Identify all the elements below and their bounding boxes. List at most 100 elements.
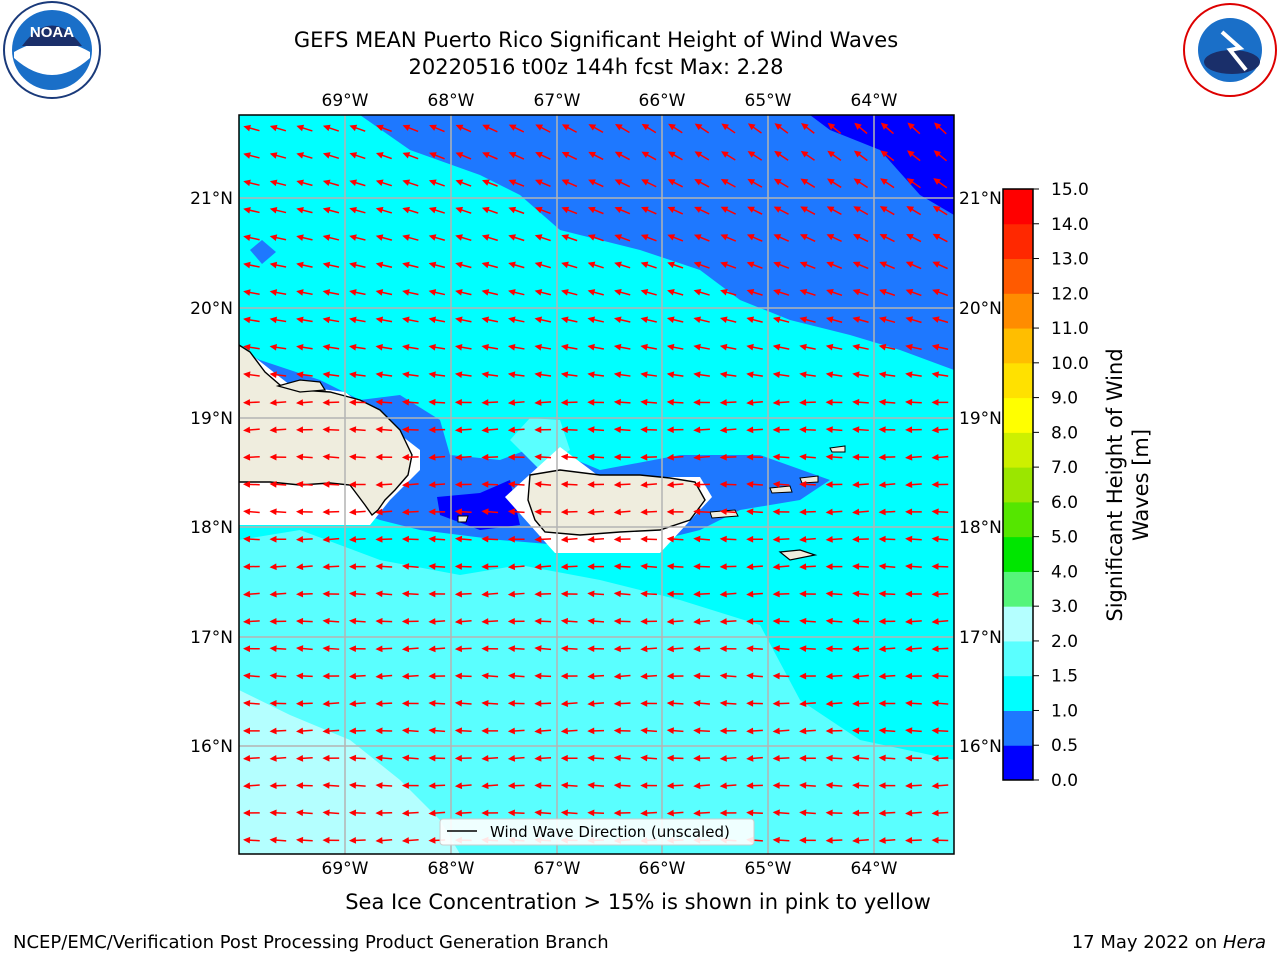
wave-arrow-head bbox=[587, 754, 595, 762]
wave-arrow-head bbox=[428, 481, 436, 489]
colorbar-segment bbox=[1003, 362, 1033, 399]
wave-arrow-head bbox=[349, 179, 358, 186]
wave-arrow-head bbox=[349, 316, 357, 324]
wave-arrow-head bbox=[827, 122, 836, 130]
wave-arrow-head bbox=[905, 618, 913, 625]
wave-arrow-head bbox=[614, 206, 623, 214]
wave-arrow-head bbox=[852, 617, 860, 625]
wave-arrow-head bbox=[348, 700, 357, 707]
wave-arrow-head bbox=[455, 261, 463, 269]
lat-label: 17°N bbox=[190, 628, 233, 648]
wave-arrow-head bbox=[322, 261, 331, 269]
wave-arrow-head bbox=[243, 481, 251, 488]
wave-arrow-head bbox=[587, 727, 595, 735]
wave-arrow-head bbox=[825, 536, 833, 543]
wave-arrow-head bbox=[800, 178, 809, 186]
wave-arrow-head bbox=[375, 645, 383, 653]
wave-arrow-head bbox=[906, 206, 915, 213]
wave-arrow-head bbox=[401, 809, 410, 817]
wave-arrow-head bbox=[481, 809, 489, 817]
wave-arrow-head bbox=[878, 618, 886, 625]
wave-arrow-head bbox=[772, 809, 780, 817]
wave-arrow-head bbox=[535, 179, 543, 186]
wave-arrow-head bbox=[401, 727, 410, 735]
wave-arrow-head bbox=[613, 782, 621, 789]
wave-arrow-head bbox=[296, 124, 305, 132]
wave-arrow-head bbox=[375, 727, 383, 735]
wave-arrow-head bbox=[666, 699, 674, 707]
wave-arrow-head bbox=[428, 563, 436, 570]
wave-arrow-head bbox=[614, 179, 623, 186]
wave-arrow-head bbox=[772, 399, 780, 406]
lat-label: 21°N bbox=[959, 189, 1002, 209]
wave-arrow-head bbox=[694, 206, 702, 213]
wave-arrow-head bbox=[640, 426, 648, 434]
wave-arrow-head bbox=[719, 399, 727, 406]
wave-arrow-head bbox=[454, 343, 463, 351]
lon-label: 66°W bbox=[639, 859, 686, 879]
wave-arrow-head bbox=[613, 343, 622, 351]
wave-arrow-head bbox=[878, 700, 886, 707]
wave-arrow-head bbox=[878, 563, 886, 570]
wave-arrow-head bbox=[482, 124, 490, 131]
wave-arrow-head bbox=[640, 343, 648, 351]
wave-arrow-head bbox=[640, 645, 648, 653]
colorbar-tick-label: 3.0 bbox=[1051, 597, 1078, 617]
colorbar-tick-label: 11.0 bbox=[1051, 319, 1089, 339]
wave-arrow-head bbox=[746, 480, 754, 488]
wave-arrow-head bbox=[534, 535, 542, 543]
wave-arrow-head bbox=[799, 836, 807, 844]
wave-arrow-head bbox=[296, 152, 305, 159]
wave-arrow-head bbox=[349, 371, 357, 379]
wave-arrow-head bbox=[348, 481, 356, 488]
wave-arrow-head bbox=[375, 453, 383, 461]
wave-arrow-head bbox=[481, 699, 489, 707]
wave-arrow-head bbox=[641, 206, 649, 213]
colorbar-segment bbox=[1003, 536, 1033, 572]
wave-arrow-head bbox=[799, 700, 807, 707]
colorbar: 0.0 0.5 1.0 1.5 2.0 3.0 4.0 5.0 6.0 7.0 8.0 9.0 10.0… bbox=[1002, 180, 1089, 791]
wave-arrow-head bbox=[931, 618, 939, 625]
wave-arrow-head bbox=[375, 672, 383, 680]
wave-arrow-head bbox=[454, 481, 462, 488]
wave-arrow-head bbox=[878, 508, 886, 516]
wave-arrow-head bbox=[799, 289, 808, 296]
wave-arrow-head bbox=[375, 837, 383, 844]
colorbar-segment bbox=[1003, 745, 1033, 781]
wave-arrow-head bbox=[719, 809, 727, 817]
wave-arrow-head bbox=[560, 809, 569, 817]
wave-arrow-head bbox=[534, 206, 543, 214]
wave-arrow-head bbox=[348, 508, 357, 516]
wave-arrow-head bbox=[693, 618, 701, 625]
wave-arrow-head bbox=[296, 727, 304, 735]
wave-arrow-head bbox=[348, 453, 357, 461]
wave-arrow-head bbox=[640, 590, 648, 598]
wave-arrow-head bbox=[931, 371, 940, 379]
wave-arrow-head bbox=[243, 754, 251, 762]
wave-arrow-head bbox=[852, 535, 860, 543]
wave-arrow-head bbox=[243, 316, 251, 324]
wave-arrow-head bbox=[826, 234, 835, 241]
wave-arrow-head bbox=[905, 508, 913, 516]
wave-arrow-head bbox=[322, 453, 330, 461]
wave-arrow-head bbox=[401, 618, 409, 625]
wave-arrow-head bbox=[375, 700, 383, 707]
wave-arrow-head bbox=[772, 700, 780, 707]
wave-arrow-head bbox=[507, 727, 515, 735]
wave-arrow-head bbox=[507, 399, 516, 406]
wave-arrow-head bbox=[799, 343, 807, 351]
chart-subtitle: 20220516 t00z 144h fcst Max: 2.28 bbox=[408, 55, 784, 79]
wave-arrow-head bbox=[348, 536, 357, 543]
wave-arrow-head bbox=[746, 727, 754, 735]
wave-arrow-head bbox=[640, 481, 648, 489]
wave-arrow-head bbox=[613, 426, 621, 433]
wave-arrow-head bbox=[534, 754, 542, 762]
footer-date-text: 17 May 2022 on bbox=[1071, 932, 1223, 953]
lat-labels-left: 21°N 20°N 19°N 18°N 17°N 16°N bbox=[190, 189, 233, 757]
wave-arrow-head bbox=[719, 782, 727, 790]
wave-arrow-head bbox=[905, 782, 913, 790]
wave-arrow-head bbox=[693, 371, 701, 379]
wave-arrow-head bbox=[825, 672, 833, 680]
lat-label: 16°N bbox=[190, 737, 233, 757]
wave-arrow-head bbox=[375, 206, 384, 214]
